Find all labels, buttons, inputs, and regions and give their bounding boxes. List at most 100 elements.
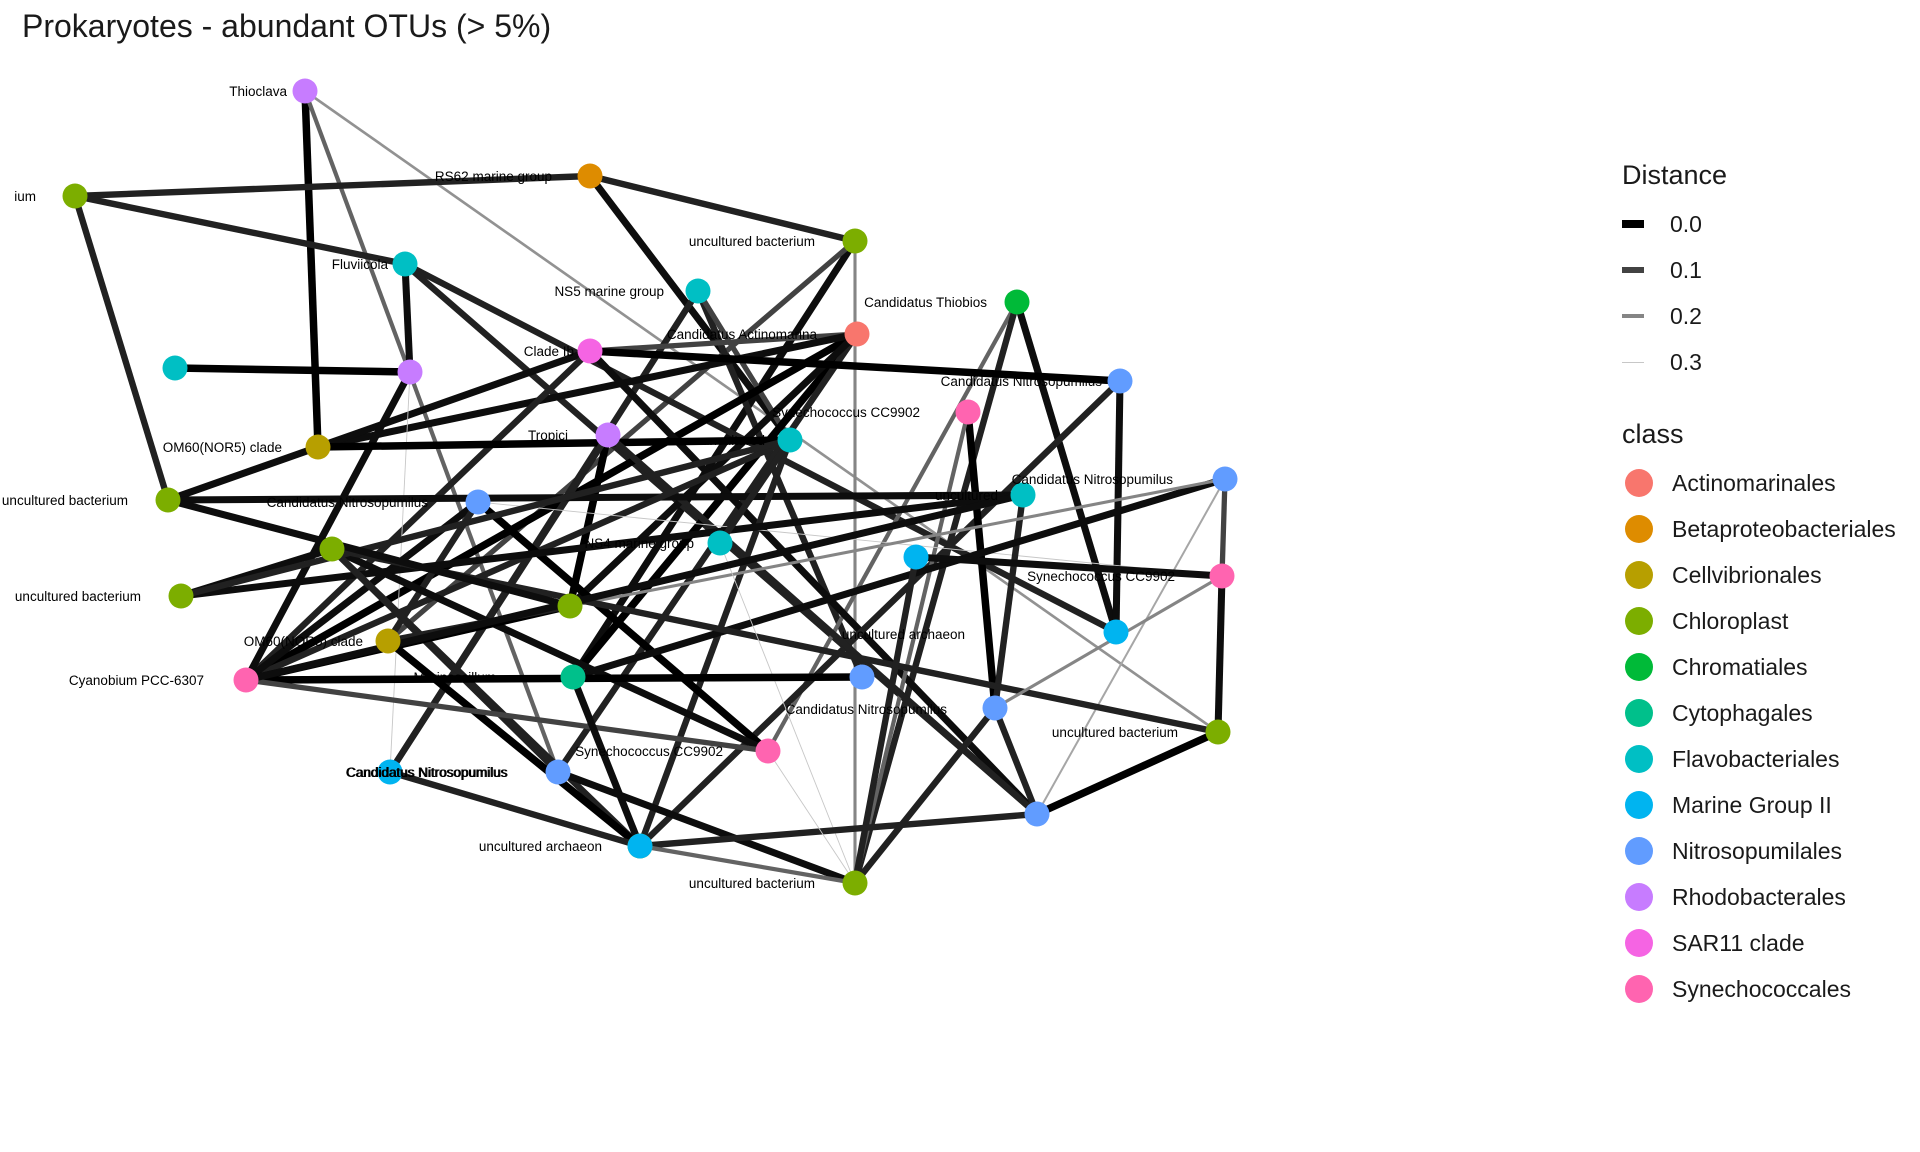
node-nitroso_low[interactable] (545, 759, 571, 785)
edge-unc_bact_bottom-syn_cc9902_c (767, 750, 856, 884)
edge-fluviicola-rhodo_mid (401, 263, 414, 373)
node-label-fluviicola: Fluviicola (332, 257, 389, 272)
node-mgii_low[interactable] (377, 759, 403, 785)
node-label-cyto_mid: Marinoscillum (413, 670, 496, 685)
node-label-ns5: NS5 marine group (554, 284, 664, 299)
edge-mgii_mid-syn_cc9902_b (915, 553, 1223, 580)
edge-unc_flavo_mid-cyanobium (244, 437, 792, 683)
node-label-unc_archaeon_low: uncultured archaeon (479, 839, 602, 854)
distance-line-swatch (1622, 207, 1656, 241)
node-thiobios[interactable] (1004, 289, 1030, 315)
node-syn_cc9902_c[interactable] (755, 738, 781, 764)
class-legend-rows: Actinomarinales Betaproteobacteriales Cell… (1622, 460, 1896, 1012)
class-color-swatch (1625, 561, 1653, 589)
class-color-swatch (1625, 745, 1653, 773)
network-graph: Thioclava RS62 marine group ium uncultured … (2, 78, 1238, 896)
node-cyanobium[interactable] (233, 667, 259, 693)
node-unc_bact_top[interactable] (842, 228, 868, 254)
edge-nitroso_r1-mgii_r (1112, 380, 1124, 633)
edge-rhodo_mid-cyanobium (242, 370, 414, 682)
class-legend-item: Rhodobacterales (1622, 874, 1896, 920)
node-unc_flavo_r[interactable] (1010, 482, 1036, 508)
distance-legend-rows: 0.0 0.1 0.2 0.3 (1622, 201, 1896, 385)
edge-actinomarina-cyanobium (244, 330, 859, 684)
edge-cladeIb-nitroso_low2 (587, 348, 1040, 817)
node-syn_cc9902_b[interactable] (1209, 563, 1235, 589)
edge-unc_flavo_mid-chloro_low_r (636, 438, 794, 848)
node-om60_b[interactable] (375, 628, 401, 654)
edge-nitroso_r2-cyto_mid (571, 475, 1227, 681)
node-label-syn_cc9902_a: Synechococcus CC9902 (772, 405, 920, 420)
node-cyto_mid[interactable] (560, 664, 586, 690)
node-nitroso_low2[interactable] (1024, 801, 1050, 827)
edge-unc_bact_r-syn_cc9902_b (1214, 575, 1226, 733)
edge-unc_flavo_r-unc_bact_left2 (180, 491, 1024, 600)
node-mgii_mid[interactable] (903, 544, 929, 570)
node-fluviicola[interactable] (392, 251, 418, 277)
class-color-swatch (1625, 469, 1653, 497)
class-legend-label: Flavobacteriales (1672, 745, 1840, 772)
distance-legend-label: 0.2 (1670, 302, 1702, 329)
edge-ium-unc_bact_left1 (71, 195, 172, 501)
class-legend-item: Nitrosopumilales (1622, 828, 1896, 874)
class-legend-label: Chromatiales (1672, 653, 1808, 680)
node-rs62[interactable] (577, 163, 603, 189)
node-nitroso_r1[interactable] (1107, 368, 1133, 394)
node-nitroso_mid2[interactable] (849, 664, 875, 690)
edge-cyto_mid-unc_archaeon_low (569, 675, 644, 848)
node-label-tropici: Tropici (528, 428, 568, 443)
class-legend-item: Synechococcales (1622, 966, 1896, 1012)
node-nitroso_mid[interactable] (465, 489, 491, 515)
class-legend-label: Betaproteobacteriales (1672, 515, 1896, 542)
node-label-nitroso_mid2: Candidatus Nitrosopumilus (786, 702, 948, 717)
edge-rs62-unc_bact_top (589, 172, 856, 245)
edge-cyanobium-unc_flavo_r (245, 491, 1024, 684)
node-unc_archaeon_low[interactable] (627, 833, 653, 859)
node-nitroso_r2[interactable] (1212, 466, 1238, 492)
edge-cladeIb-nitroso_r1 (589, 347, 1121, 385)
node-unc_flavo_mid[interactable] (777, 427, 803, 453)
node-unc_bact_left1[interactable] (155, 487, 181, 513)
node-label-nitroso_low: Candidatus Nitrosopumilus (346, 765, 508, 780)
edge-actinomarina-chloro_mid2 (567, 331, 860, 609)
node-flavo_left[interactable] (162, 355, 188, 381)
node-label-unc_bact_left1: uncultured bacterium (2, 493, 128, 508)
class-legend-label: SAR11 clade (1672, 929, 1805, 956)
class-color-swatch (1625, 791, 1653, 819)
class-legend-item: Cellvibrionales (1622, 552, 1896, 598)
node-label-unc_archaeon_r: uncultured archaeon (842, 627, 965, 642)
node-ns5[interactable] (685, 278, 711, 304)
node-unc_bact_r[interactable] (1205, 719, 1231, 745)
node-unc_archaeon_r[interactable] (982, 695, 1008, 721)
node-unc_bact_left2[interactable] (168, 583, 194, 609)
node-thioclava[interactable] (292, 78, 318, 104)
node-chloro_mid2[interactable] (557, 593, 583, 619)
edge-chloro_mid1-syn_cc9902_c (330, 545, 770, 755)
node-label-nitroso_r2: Candidatus Nitrosopumilus (1012, 472, 1174, 487)
class-color-swatch (1625, 699, 1653, 727)
node-tropici[interactable] (595, 422, 621, 448)
node-cladeIb[interactable] (577, 338, 603, 364)
node-unc_bact_bottom[interactable] (842, 870, 868, 896)
node-om60_a[interactable] (305, 434, 331, 460)
edge-rs62-ium (74, 172, 591, 200)
class-legend-item: Betaproteobacteriales (1622, 506, 1896, 552)
node-label-nitroso_r1: Candidatus Nitrosopumilus (941, 374, 1103, 389)
node-label-thioclava: Thioclava (229, 84, 287, 99)
class-color-swatch (1625, 975, 1653, 1003)
edge-nitroso_r2-nitroso_low2 (1036, 478, 1226, 815)
node-label-unc_bact_r: uncultured bacterium (1052, 725, 1178, 740)
distance-legend-label: 0.3 (1670, 348, 1702, 375)
edge-unc_flavo_r-unc_archaeon_r (991, 494, 1027, 709)
node-ns4[interactable] (707, 530, 733, 556)
edge-cyanobium-syn_cc9902_c (245, 677, 769, 754)
class-legend-label: Cytophagales (1672, 699, 1813, 726)
node-syn_cc9902_a[interactable] (955, 399, 981, 425)
node-chloro_mid1[interactable] (319, 536, 345, 562)
node-mgii_r[interactable] (1103, 619, 1129, 645)
node-label-ium: ium (14, 189, 36, 204)
node-rhodo_mid[interactable] (397, 359, 423, 385)
node-actinomarina[interactable] (844, 321, 870, 347)
node-ium[interactable] (62, 183, 88, 209)
edge-unc_bact_left1-unc_flavo_r (167, 491, 1024, 504)
